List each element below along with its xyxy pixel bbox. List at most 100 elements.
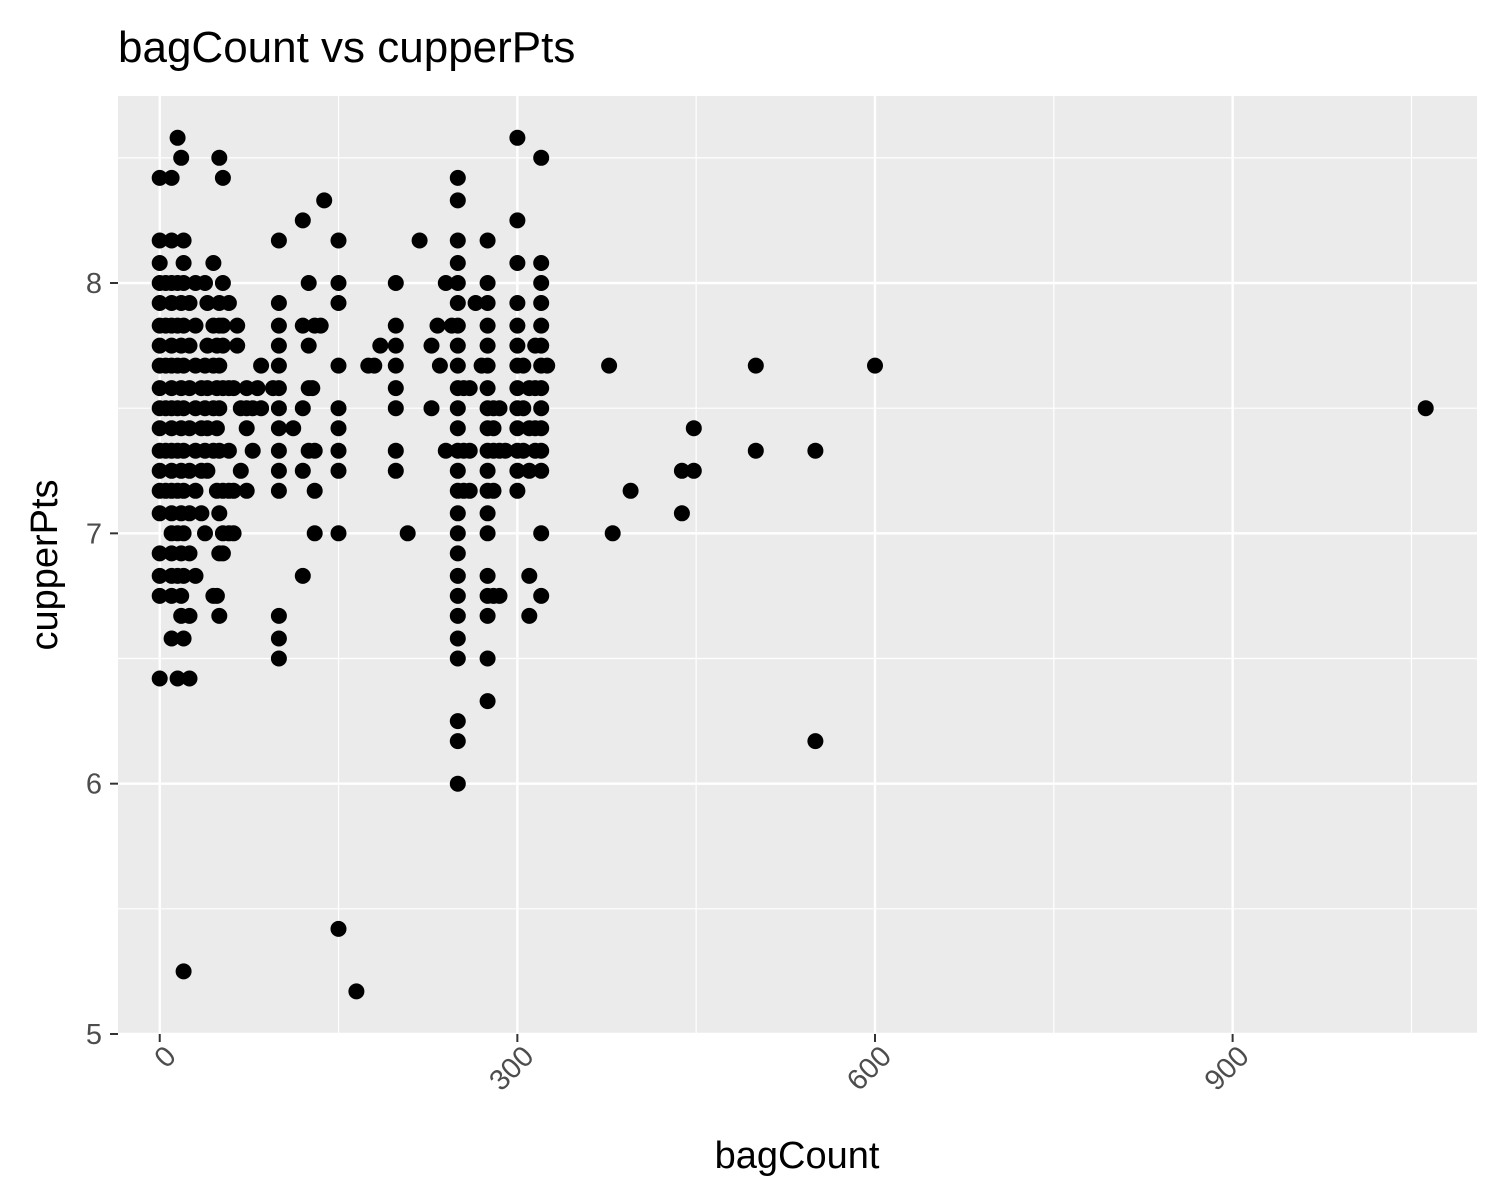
data-point bbox=[175, 232, 192, 249]
data-point bbox=[270, 482, 287, 499]
data-point bbox=[1417, 400, 1434, 417]
data-point bbox=[249, 380, 266, 397]
data-point bbox=[270, 420, 287, 437]
data-point bbox=[211, 149, 228, 166]
data-point bbox=[175, 567, 192, 584]
data-point bbox=[225, 525, 242, 542]
data-point bbox=[270, 232, 287, 249]
data-point bbox=[533, 462, 550, 479]
data-point bbox=[211, 400, 228, 417]
data-point bbox=[181, 380, 198, 397]
data-point bbox=[533, 337, 550, 354]
data-point bbox=[479, 693, 496, 710]
data-point bbox=[294, 462, 311, 479]
data-point bbox=[294, 317, 311, 334]
data-point bbox=[225, 482, 242, 499]
data-point bbox=[449, 775, 466, 792]
data-point bbox=[479, 567, 496, 584]
data-point bbox=[449, 713, 466, 730]
data-point bbox=[387, 442, 404, 459]
data-point bbox=[220, 295, 237, 311]
data-point bbox=[479, 295, 496, 311]
data-point bbox=[169, 670, 186, 687]
data-point bbox=[270, 442, 287, 459]
data-point bbox=[214, 545, 231, 562]
data-point bbox=[229, 317, 246, 334]
data-point bbox=[270, 295, 287, 311]
data-point bbox=[449, 587, 466, 604]
y-tick-label: 6 bbox=[86, 769, 102, 801]
data-point bbox=[509, 482, 526, 499]
data-point bbox=[685, 462, 702, 479]
data-point bbox=[437, 275, 454, 291]
data-point bbox=[151, 670, 168, 687]
data-point bbox=[175, 963, 192, 980]
data-point bbox=[151, 169, 168, 186]
data-point bbox=[270, 650, 287, 667]
data-points bbox=[151, 129, 1434, 1000]
data-point bbox=[479, 317, 496, 334]
data-point bbox=[187, 567, 204, 584]
data-point bbox=[253, 400, 270, 417]
data-point bbox=[330, 295, 347, 311]
data-point bbox=[509, 295, 526, 311]
data-point bbox=[181, 545, 198, 562]
data-point bbox=[387, 337, 404, 354]
data-point bbox=[348, 983, 365, 1000]
data-point bbox=[431, 357, 448, 374]
data-point bbox=[449, 255, 466, 271]
data-point bbox=[509, 129, 526, 146]
x-axis-title: bagCount bbox=[715, 1135, 880, 1177]
plot-panel bbox=[118, 96, 1477, 1034]
data-point bbox=[509, 212, 526, 229]
data-point bbox=[622, 482, 639, 499]
data-point bbox=[151, 295, 168, 311]
data-point bbox=[270, 317, 287, 334]
data-point bbox=[173, 149, 190, 166]
data-point bbox=[211, 505, 228, 522]
data-point bbox=[491, 400, 508, 417]
data-point bbox=[533, 525, 550, 542]
data-point bbox=[747, 442, 764, 459]
data-point bbox=[151, 380, 168, 397]
data-point bbox=[306, 442, 323, 459]
data-point bbox=[151, 232, 168, 249]
data-point bbox=[509, 255, 526, 271]
data-point bbox=[330, 400, 347, 417]
data-point bbox=[673, 505, 690, 522]
data-point bbox=[387, 462, 404, 479]
data-point bbox=[169, 129, 186, 146]
data-point bbox=[449, 192, 466, 209]
data-point bbox=[673, 462, 690, 479]
data-point bbox=[479, 607, 496, 624]
data-point bbox=[479, 232, 496, 249]
data-point bbox=[330, 442, 347, 459]
data-point bbox=[151, 255, 168, 271]
data-point bbox=[423, 337, 440, 354]
x-tick-label: 300 bbox=[483, 1040, 540, 1097]
data-point bbox=[330, 420, 347, 437]
data-point bbox=[533, 420, 550, 437]
y-axis-title: cupperPts bbox=[24, 479, 66, 650]
data-point bbox=[509, 317, 526, 334]
data-point bbox=[151, 420, 168, 437]
data-point bbox=[461, 442, 478, 459]
data-point bbox=[479, 275, 496, 291]
data-point bbox=[497, 442, 514, 459]
data-point bbox=[306, 525, 323, 542]
data-point bbox=[521, 607, 538, 624]
data-point bbox=[479, 525, 496, 542]
data-point bbox=[807, 733, 824, 750]
data-point bbox=[175, 357, 192, 374]
data-point bbox=[515, 442, 532, 459]
y-tick-label: 7 bbox=[86, 518, 102, 550]
data-point bbox=[163, 232, 180, 249]
data-point bbox=[238, 420, 255, 437]
data-point bbox=[175, 525, 192, 542]
data-point bbox=[449, 525, 466, 542]
data-point bbox=[229, 337, 246, 354]
data-point bbox=[181, 505, 198, 522]
data-point bbox=[515, 357, 532, 374]
data-point bbox=[479, 380, 496, 397]
